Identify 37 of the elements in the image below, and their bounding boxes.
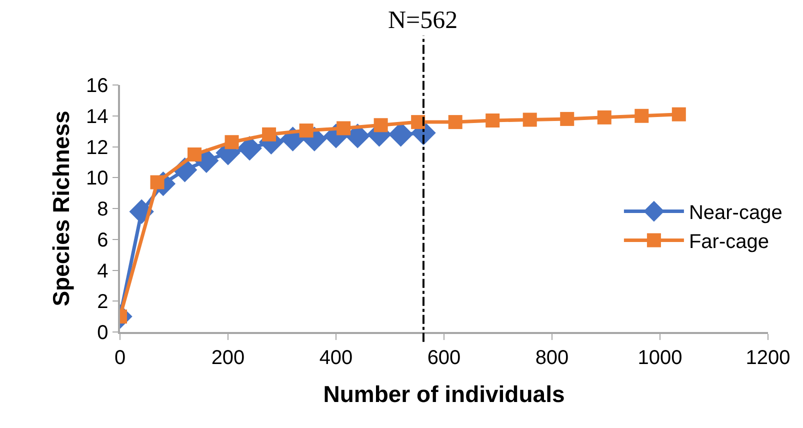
point [336,121,351,136]
y-tick-label: 16 [86,75,108,97]
ref-line-label: N=562 [388,7,458,34]
x-axis-title: Number of individuals [323,380,565,407]
x-tick-label: 1200 [746,346,790,369]
point [522,112,537,127]
point [411,115,426,130]
y-tick-label: 6 [97,229,108,252]
y-axis-title: Species Richness [48,110,74,306]
point [486,114,500,128]
y-tick-label: 8 [97,198,108,220]
point [188,147,202,162]
x-tick-label: 1000 [638,346,682,369]
point [634,108,649,123]
y-tick-label: 0 [97,322,108,344]
x-tick-label: 400 [319,346,353,369]
point [237,136,262,161]
x-tick-label: 600 [427,346,461,369]
y-tick-label: 4 [97,260,108,282]
x-tick-label: 0 [114,346,126,369]
point [299,124,314,138]
point [448,115,462,130]
y-tick-label: 14 [86,106,108,128]
y-tick-label: 10 [86,168,108,190]
point [224,135,239,150]
point [597,110,612,124]
y-tick-label: 12 [86,136,108,159]
legend-label: Far-cage [688,231,769,254]
y-tick-label: 2 [97,291,108,314]
point [150,175,164,190]
legend-label: Near-cage [688,202,782,224]
point [262,127,276,142]
point [560,112,574,126]
point [374,118,388,132]
x-tick-label: 200 [211,346,245,369]
x-tick-label: 800 [535,346,569,369]
point [672,107,686,122]
